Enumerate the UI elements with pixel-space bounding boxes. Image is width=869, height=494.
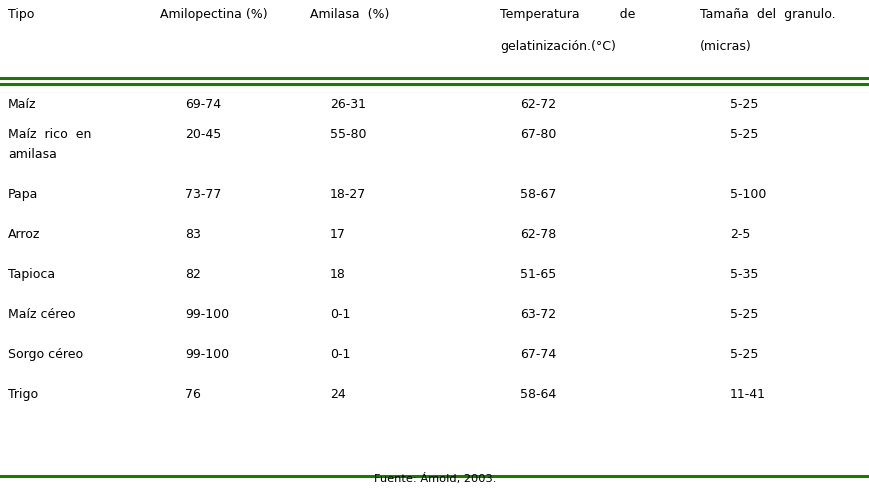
Text: 83: 83 [185,228,201,241]
Text: (micras): (micras) [700,40,751,53]
Text: Trigo: Trigo [8,388,38,401]
Text: Maíz: Maíz [8,98,36,111]
Text: Maíz céreo: Maíz céreo [8,308,76,321]
Text: 5-25: 5-25 [729,98,758,111]
Text: 18: 18 [329,268,346,281]
Text: 24: 24 [329,388,345,401]
Text: 51-65: 51-65 [520,268,555,281]
Text: 67-80: 67-80 [520,128,556,141]
Text: 20-45: 20-45 [185,128,221,141]
Text: 5-25: 5-25 [729,348,758,361]
Text: 5-100: 5-100 [729,188,766,201]
Text: 18-27: 18-27 [329,188,366,201]
Text: Fuente: Ámold, 2003.: Fuente: Ámold, 2003. [374,473,495,484]
Text: 2-5: 2-5 [729,228,749,241]
Text: 5-35: 5-35 [729,268,758,281]
Text: Amilasa  (%): Amilasa (%) [309,8,389,21]
Text: 0-1: 0-1 [329,348,350,361]
Text: Sorgo céreo: Sorgo céreo [8,348,83,361]
Text: 73-77: 73-77 [185,188,221,201]
Text: 99-100: 99-100 [185,308,229,321]
Text: 0-1: 0-1 [329,308,350,321]
Text: 62-72: 62-72 [520,98,555,111]
Text: Temperatura          de: Temperatura de [500,8,634,21]
Text: 5-25: 5-25 [729,128,758,141]
Text: 62-78: 62-78 [520,228,555,241]
Text: Amilopectina (%): Amilopectina (%) [160,8,268,21]
Text: 82: 82 [185,268,201,281]
Text: 67-74: 67-74 [520,348,555,361]
Text: Tapioca: Tapioca [8,268,55,281]
Text: gelatinización.(°C): gelatinización.(°C) [500,40,615,53]
Text: 26-31: 26-31 [329,98,366,111]
Text: Arroz: Arroz [8,228,40,241]
Text: 58-67: 58-67 [520,188,556,201]
Text: 99-100: 99-100 [185,348,229,361]
Text: 63-72: 63-72 [520,308,555,321]
Text: 58-64: 58-64 [520,388,555,401]
Text: amilasa: amilasa [8,148,56,161]
Text: 55-80: 55-80 [329,128,366,141]
Text: Tipo: Tipo [8,8,35,21]
Text: 76: 76 [185,388,201,401]
Text: 17: 17 [329,228,346,241]
Text: 11-41: 11-41 [729,388,765,401]
Text: Maíz  rico  en: Maíz rico en [8,128,91,141]
Text: Papa: Papa [8,188,38,201]
Text: Tamaña  del  granulo.: Tamaña del granulo. [700,8,834,21]
Text: 5-25: 5-25 [729,308,758,321]
Text: 69-74: 69-74 [185,98,221,111]
